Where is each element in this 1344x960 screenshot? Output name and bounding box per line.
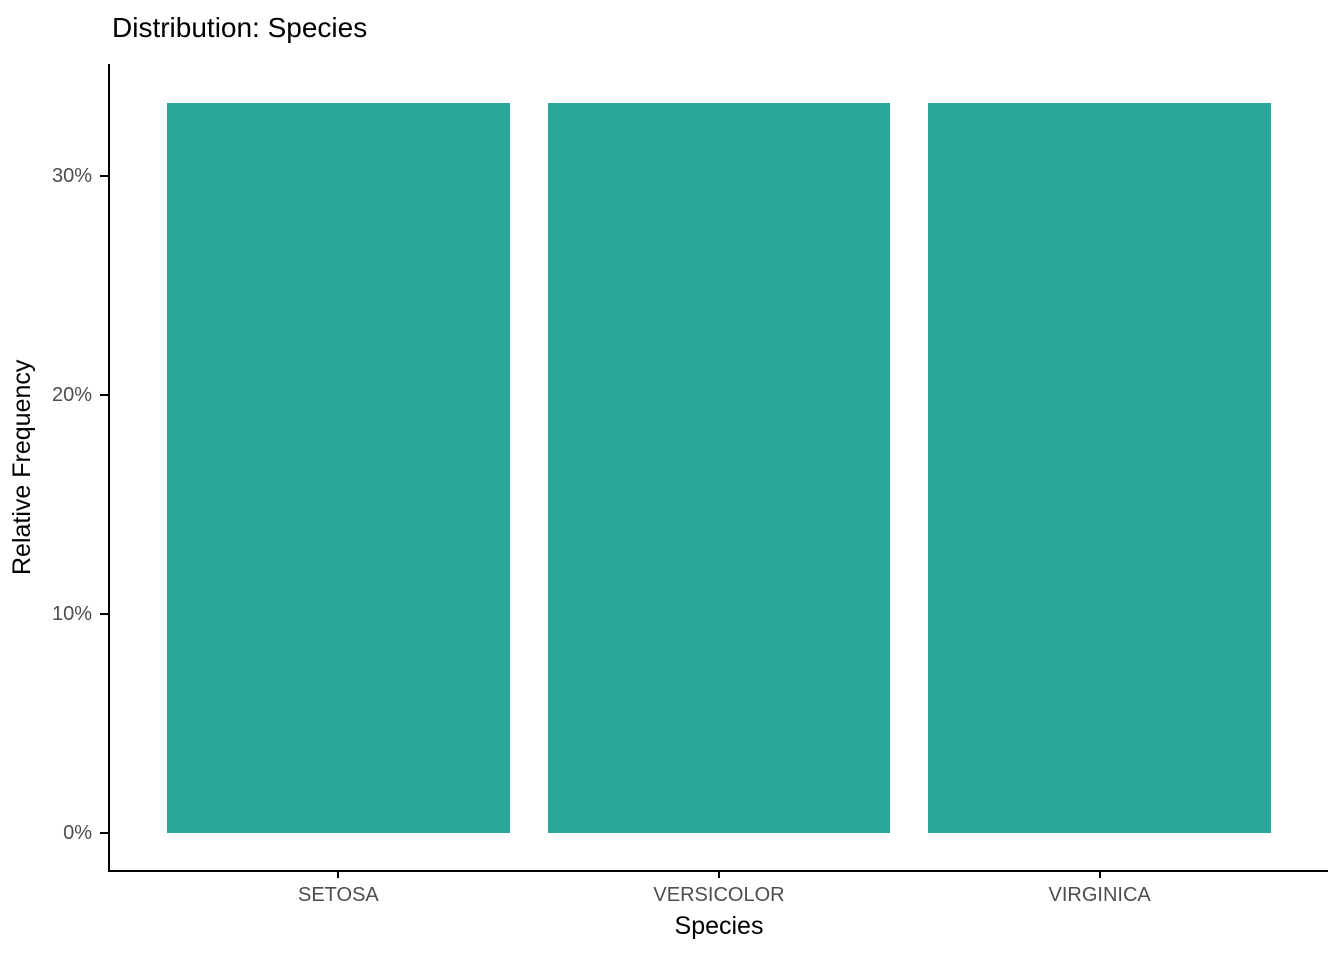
y-tick-mark — [100, 613, 108, 615]
x-axis-line — [108, 870, 1328, 872]
x-tick-mark — [337, 870, 340, 878]
y-tick-mark — [100, 175, 108, 177]
y-axis-line — [108, 64, 110, 872]
x-tick-label: VERSICOLOR — [653, 884, 785, 906]
y-tick-label: 0% — [63, 822, 92, 844]
y-tick-mark — [100, 832, 108, 834]
x-tick-mark — [1098, 870, 1101, 878]
bar-virginica — [928, 103, 1271, 833]
y-tick-label: 20% — [51, 384, 92, 406]
chart-title: Distribution: Species — [112, 12, 368, 43]
y-tick-label: 10% — [51, 603, 92, 625]
x-tick-label: SETOSA — [297, 884, 379, 906]
y-tick-label: 30% — [51, 165, 92, 187]
bar-versicolor — [547, 103, 891, 833]
x-axis-title: Species — [674, 912, 764, 940]
y-tick-mark — [100, 394, 108, 396]
bar-setosa — [167, 103, 510, 833]
x-tick-mark — [718, 870, 720, 878]
x-tick-label: VIRGINICA — [1048, 884, 1151, 906]
